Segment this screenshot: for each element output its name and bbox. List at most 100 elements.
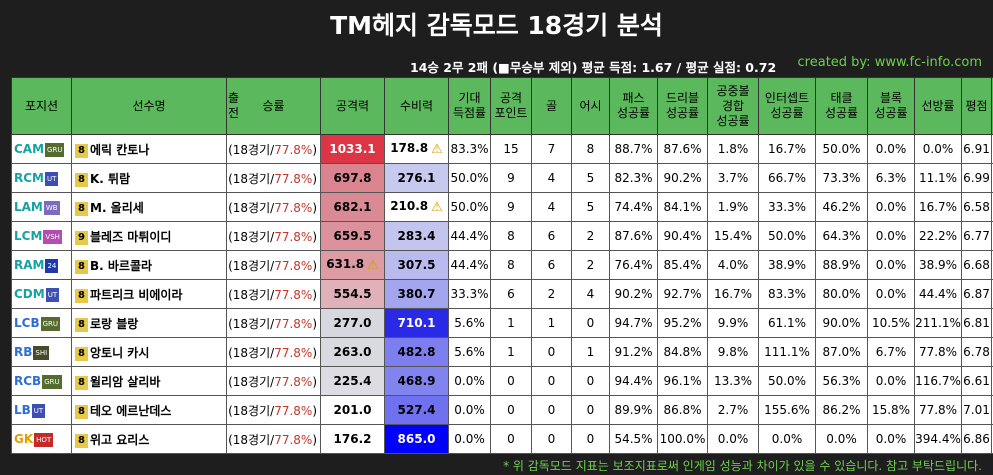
aerial-cell: 16.7% bbox=[707, 279, 759, 309]
column-header[interactable]: 공중볼 경합 성공률 bbox=[707, 77, 759, 135]
dribble-cell: 87.6% bbox=[657, 134, 708, 164]
position-cell: LAM WB bbox=[11, 192, 72, 222]
games-close: ) bbox=[312, 258, 317, 273]
goal-cell: 6 bbox=[531, 250, 572, 280]
column-header[interactable]: 선수명 bbox=[71, 77, 227, 135]
save-cell: 11.1% bbox=[914, 163, 962, 193]
goal-cell: 1 bbox=[531, 308, 572, 338]
aerial-cell: 0.0% bbox=[707, 424, 759, 454]
column-header[interactable]: 드리블 성공률 bbox=[657, 77, 708, 135]
column-header[interactable]: 평점 bbox=[961, 77, 992, 135]
defense-value: 178.8 bbox=[390, 141, 429, 155]
player-name: 앙토니 카시 bbox=[90, 345, 150, 360]
intercept-cell: 50.0% bbox=[758, 221, 816, 251]
page-title: TM헤지 감독모드 18경기 분석 bbox=[330, 11, 663, 40]
table-row: GK HOT 8 위고 요리스 (18경기/77.8%) 176.2 865.0 0.0% 0 0… bbox=[11, 424, 993, 454]
block-cell: 6.7% bbox=[867, 337, 915, 367]
dribble-cell: 100.0% bbox=[657, 424, 708, 454]
player-name-cell: 8 B. 바르콜라 bbox=[71, 250, 227, 280]
aerial-cell: 1.9% bbox=[707, 192, 759, 222]
save-cell: 44.4% bbox=[914, 279, 962, 309]
footnote: * 위 감독모드 지표는 보조지표로써 인게임 성능과 차이가 있을 수 있습니… bbox=[503, 459, 982, 473]
defense-value-cell: 710.1 bbox=[384, 308, 449, 338]
tackle-cell: 80.0% bbox=[815, 279, 868, 309]
games-count: (18경기/ bbox=[228, 316, 275, 331]
ap-cell: 9 bbox=[490, 192, 532, 222]
attack-value: 554.5 bbox=[333, 287, 372, 301]
attack-value-cell: 631.8 ⚠ bbox=[320, 250, 385, 280]
games-count: (18경기/ bbox=[228, 200, 275, 215]
column-header[interactable]: 패스 성공률 bbox=[609, 77, 658, 135]
block-cell: 0.0% bbox=[867, 192, 915, 222]
player-stats-table: 포지션선수명출전승률공격력수비력기대득점률공격포인트골어시패스성공률드리블성공률… bbox=[11, 77, 993, 454]
games-count: (18경기/ bbox=[228, 287, 275, 302]
position-cell: RCB GRU bbox=[11, 366, 72, 396]
rating-cell: 6.61 bbox=[961, 366, 992, 396]
table-row: RCM UT 8 K. 튀람 (18경기/77.8%) 697.8 276.1 50.0% 9 4… bbox=[11, 163, 993, 193]
intercept-cell: 33.3% bbox=[758, 192, 816, 222]
games-close: ) bbox=[312, 200, 317, 215]
column-header[interactable]: 블록 성공률 bbox=[867, 77, 915, 135]
season-card-icon: 24 bbox=[45, 258, 59, 273]
tackle-cell: 87.0% bbox=[815, 337, 868, 367]
defense-value: 307.5 bbox=[397, 258, 436, 272]
ap-cell: 8 bbox=[490, 221, 532, 251]
games-close: ) bbox=[312, 171, 317, 186]
column-header[interactable]: 승률 bbox=[226, 77, 321, 135]
player-name: 윌리암 살리바 bbox=[90, 374, 161, 389]
intercept-cell: 16.7% bbox=[758, 134, 816, 164]
table-row: LCM VSH 9 블레즈 마튀이디 (18경기/77.8%) 659.5 283.4 44.… bbox=[11, 221, 993, 251]
column-header[interactable]: 공격력 bbox=[320, 77, 385, 135]
intercept-cell: 66.7% bbox=[758, 163, 816, 193]
pass-cell: 54.5% bbox=[609, 424, 658, 454]
defense-value-cell: 865.0 bbox=[384, 424, 449, 454]
column-header[interactable]: 어시 bbox=[571, 77, 610, 135]
defense-value-cell: 178.8 ⚠ bbox=[384, 134, 449, 164]
rating-cell: 6.87 bbox=[961, 279, 992, 309]
player-name: B. 바르콜라 bbox=[90, 258, 153, 273]
games-count: (18경기/ bbox=[228, 229, 275, 244]
ap-cell: 15 bbox=[490, 134, 532, 164]
defense-value-cell: 482.8 bbox=[384, 337, 449, 367]
intercept-cell: 155.6% bbox=[758, 395, 816, 425]
position-cell: LB UT bbox=[11, 395, 72, 425]
position-cell: GK HOT bbox=[11, 424, 72, 454]
column-header[interactable]: 기대 득점률 bbox=[448, 77, 491, 135]
column-header[interactable]: 선방률 bbox=[914, 77, 962, 135]
defense-value: 865.0 bbox=[397, 432, 436, 446]
player-name-cell: 8 로랑 블랑 bbox=[71, 308, 227, 338]
rating-cell: 6.86 bbox=[961, 424, 992, 454]
games-winrate-cell: (18경기/77.8%) bbox=[226, 424, 321, 454]
attack-value-cell: 682.1 bbox=[320, 192, 385, 222]
dribble-cell: 92.7% bbox=[657, 279, 708, 309]
attack-value-cell: 1033.1 bbox=[320, 134, 385, 164]
pass-cell: 82.3% bbox=[609, 163, 658, 193]
column-header[interactable]: 골 bbox=[531, 77, 572, 135]
win-rate: 77.8% bbox=[274, 171, 313, 186]
block-cell: 10.5% bbox=[867, 308, 915, 338]
column-header[interactable]: 태클 성공률 bbox=[815, 77, 868, 135]
column-header[interactable]: 인터셉트 성공률 bbox=[758, 77, 816, 135]
player-name-cell: 8 위고 요리스 bbox=[71, 424, 227, 454]
column-header[interactable]: 공격 포인트 bbox=[490, 77, 532, 135]
season-card-icon: SHI bbox=[33, 345, 50, 360]
column-header[interactable]: 포지션 bbox=[11, 77, 72, 135]
delete-cell[interactable]: ✖ bbox=[991, 424, 993, 454]
ap-cell: 6 bbox=[490, 279, 532, 309]
season-card-icon: UT bbox=[45, 171, 59, 186]
intercept-cell: 38.9% bbox=[758, 250, 816, 280]
column-header[interactable]: 수비력 bbox=[384, 77, 449, 135]
aerial-cell: 9.8% bbox=[707, 337, 759, 367]
goal-cell: 2 bbox=[531, 279, 572, 309]
xg-cell: 50.0% bbox=[448, 163, 491, 193]
goal-cell: 7 bbox=[531, 134, 572, 164]
xg-cell: 0.0% bbox=[448, 395, 491, 425]
attack-value: 631.8 bbox=[326, 257, 365, 271]
player-name: 파트리크 비에이라 bbox=[90, 287, 183, 302]
defense-value: 482.8 bbox=[397, 345, 436, 359]
tackle-cell: 73.3% bbox=[815, 163, 868, 193]
xg-cell: 44.4% bbox=[448, 250, 491, 280]
games-winrate-cell: (18경기/77.8%) bbox=[226, 192, 321, 222]
games-close: ) bbox=[312, 287, 317, 302]
attack-value-cell: 554.5 bbox=[320, 279, 385, 309]
